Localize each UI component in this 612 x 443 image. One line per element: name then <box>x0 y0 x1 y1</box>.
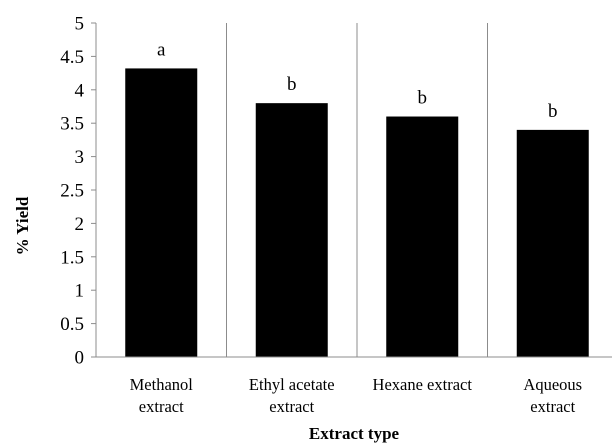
y-tick-label: 2 <box>75 214 85 235</box>
data-label: a <box>157 39 166 60</box>
y-tick-label: 5 <box>75 14 85 35</box>
x-category-label: Hexane extract <box>373 375 473 394</box>
bar <box>255 103 328 357</box>
y-tick-label: 2.5 <box>60 181 84 202</box>
y-axis-title: % Yield <box>13 196 32 255</box>
x-category-label: Methanol extract <box>130 375 194 416</box>
y-tick-label: 0 <box>75 348 85 369</box>
data-label: b <box>548 101 558 122</box>
data-label: b <box>418 88 428 109</box>
plot-area: 0 0.5 1 1.5 2 2.5 3 3.5 4 4.5 5 a b b b Methanol extract… <box>60 14 612 416</box>
x-axis-title: Extract type <box>309 424 400 443</box>
y-tick-label: 0.5 <box>60 314 84 335</box>
y-tick-label: 4 <box>75 80 85 101</box>
bar <box>125 68 198 357</box>
x-category-label: Aqueous extract <box>523 375 582 416</box>
x-category-label: Ethyl acetate extract <box>249 375 335 416</box>
bar <box>516 129 589 357</box>
y-tick-label: 4.5 <box>60 47 84 68</box>
bar <box>386 116 459 358</box>
y-tick-label: 1.5 <box>60 247 84 268</box>
data-label: b <box>287 74 297 95</box>
y-tick-label: 1 <box>75 281 85 302</box>
y-tick-label: 3 <box>75 147 85 168</box>
y-tick-label: 3.5 <box>60 114 84 135</box>
